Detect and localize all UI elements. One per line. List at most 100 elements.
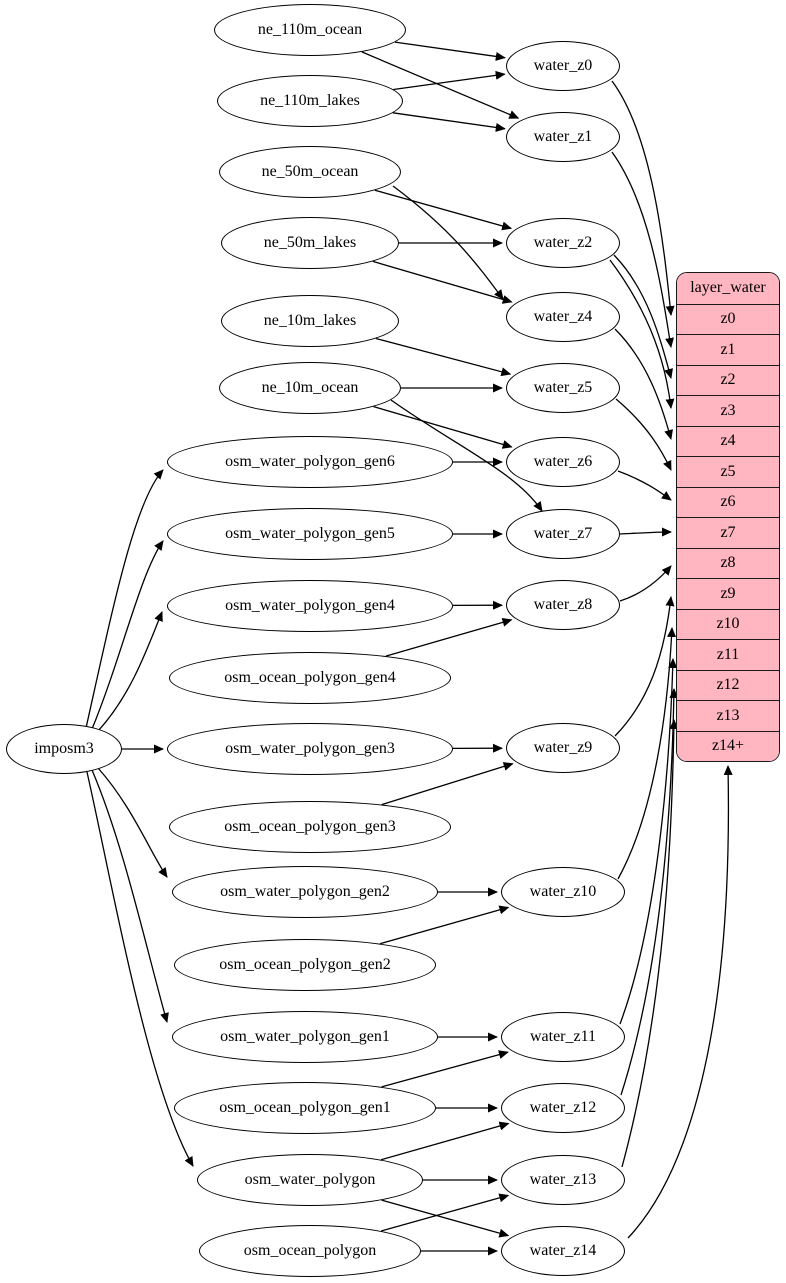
node-water_z10: water_z10 [501,867,625,917]
edge-ne_110m_lakes-water_z0 [393,70,506,91]
node-ne_110m_ocean: ne_110m_ocean [214,4,406,56]
record-row-z2: z2 [677,364,779,395]
edge-ne_110m_lakes-water_z1 [392,112,506,132]
node-osm_water_polygon_gen3: osm_water_polygon_gen3 [167,723,453,775]
record-row-z11: z11 [677,639,779,670]
edge-water_z8-layer_water.z8 [619,565,672,602]
edge-ne_50m_ocean-water_z4 [392,185,504,300]
node-label: water_z10 [529,883,597,900]
record-row-label: z3 [720,401,736,419]
node-water_z6: water_z6 [506,437,620,487]
edge-water_z12-layer_water.z12 [620,688,679,1096]
edge-osm_water_polygon-water_z14 [381,1199,510,1238]
record-row-label: z5 [720,462,736,480]
node-label: osm_water_polygon_gen2 [220,883,390,900]
edge-water_z2-layer_water.z3 [609,259,675,409]
record-row-z9: z9 [677,578,779,609]
edge-osm_ocean_polygon_gen3-water_z9 [381,762,514,806]
record-row-label: z14+ [711,737,745,755]
record-row-z5: z5 [677,456,779,487]
node-osm_water_polygon_gen5: osm_water_polygon_gen5 [167,508,453,560]
edge-imposm3-osm_water_polygon_gen5 [91,540,164,730]
edge-osm_water_polygon-water_z12 [380,1121,510,1161]
edge-water_z4-layer_water.z4 [614,328,673,440]
node-label: osm_water_polygon_gen1 [220,1028,390,1045]
record-row-label: z8 [720,554,736,572]
record-row-z8: z8 [677,547,779,578]
record-row-label: z0 [720,310,736,328]
node-label: imposm3 [34,740,94,757]
record-row-label: z12 [716,676,740,694]
node-water_z11: water_z11 [501,1012,625,1062]
record-row-z0: z0 [677,303,779,334]
record-row-label: z10 [716,615,740,633]
edge-water_z13-layer_water.z13 [621,719,679,1168]
edge-water_z0-layer_water.z0 [611,80,675,316]
node-label: water_z11 [529,1028,597,1045]
node-label: water_z13 [529,1171,597,1188]
node-label: ne_10m_lakes [263,312,357,329]
record-row-z4: z4 [677,425,779,456]
node-water_z4: water_z4 [506,292,620,342]
node-label: osm_water_polygon_gen5 [225,525,395,542]
node-water_z0: water_z0 [506,41,620,91]
record-row-label: z9 [720,584,736,602]
node-osm_water_polygon_gen6: osm_water_polygon_gen6 [167,436,453,488]
edge-water_z5-layer_water.z5 [615,398,672,471]
node-water_z5: water_z5 [506,363,620,413]
edge-osm_ocean_polygon_gen1-water_z11 [381,1050,509,1088]
edge-imposm3-osm_water_polygon_gen1 [91,769,169,1023]
edge-imposm3-osm_water_polygon_gen4 [97,611,163,732]
node-label: osm_water_polygon [244,1171,376,1188]
node-water_z1: water_z1 [506,112,620,162]
node-label: ne_50m_lakes [263,234,357,251]
node-label: water_z7 [533,525,593,542]
record-row-label: z1 [720,340,736,358]
record-row-z1: z1 [677,334,779,365]
edge-imposm3-osm_water_polygon_gen2 [97,767,168,878]
record-row-z10: z10 [677,608,779,639]
node-label: osm_water_polygon_gen4 [225,597,395,614]
node-ne_10m_lakes: ne_10m_lakes [221,295,399,347]
node-water_z8: water_z8 [506,580,620,630]
edge-water_z1-layer_water.z1 [611,151,674,348]
node-osm_water_polygon_gen1: osm_water_polygon_gen1 [172,1011,438,1063]
node-imposm3: imposm3 [6,724,122,774]
node-ne_110m_lakes: ne_110m_lakes [217,75,403,127]
node-osm_ocean_polygon: osm_ocean_polygon [199,1225,421,1277]
node-water_z14: water_z14 [501,1226,625,1276]
node-label: water_z1 [533,128,593,145]
node-osm_water_polygon: osm_water_polygon [197,1154,423,1206]
record-header: layer_water [677,273,779,304]
node-label: osm_ocean_polygon_gen3 [224,818,396,835]
edge-osm_ocean_polygon-water_z13 [380,1193,510,1232]
edge-ne_110m_ocean-water_z0 [394,41,506,61]
edge-osm_ocean_polygon_gen4-water_z8 [385,617,513,657]
edge-water_z7-layer_water.z7 [619,527,672,537]
edge-water_z11-layer_water.z11 [619,658,678,1025]
node-ne_50m_ocean: ne_50m_ocean [219,146,401,198]
record-row-z6: z6 [677,486,779,517]
node-label: osm_ocean_polygon [243,1242,377,1259]
record-row-z7: z7 [677,517,779,548]
node-label: water_z5 [533,379,593,396]
node-osm_ocean_polygon_gen3: osm_ocean_polygon_gen3 [169,801,451,853]
record-row-z3: z3 [677,395,779,426]
record-row-label: z6 [720,493,736,511]
node-label: water_z8 [533,596,593,613]
node-osm_ocean_polygon_gen4: osm_ocean_polygon_gen4 [169,652,451,704]
edge-water_z6-layer_water.z6 [617,470,672,501]
record-layer-water: layer_water z0 z1 z2 z3 z4 z5 z6 z7 z8 z9 z10 z11 z1… [676,272,780,762]
node-label: water_z0 [533,57,593,74]
edge-water_z14-layer_water.z14+ [627,765,733,1239]
node-water_z7: water_z7 [506,509,620,559]
edge-osm_ocean_polygon_gen2-water_z10 [380,905,510,945]
node-label: water_z9 [533,739,593,756]
edge-ne_110m_ocean-water_z1 [361,51,520,119]
node-label: ne_10m_ocean [261,379,359,396]
node-water_z9: water_z9 [506,723,620,773]
record-row-label: z11 [716,645,740,663]
edge-ne_10m_ocean-water_z7 [390,399,543,512]
node-water_z12: water_z12 [501,1083,625,1133]
